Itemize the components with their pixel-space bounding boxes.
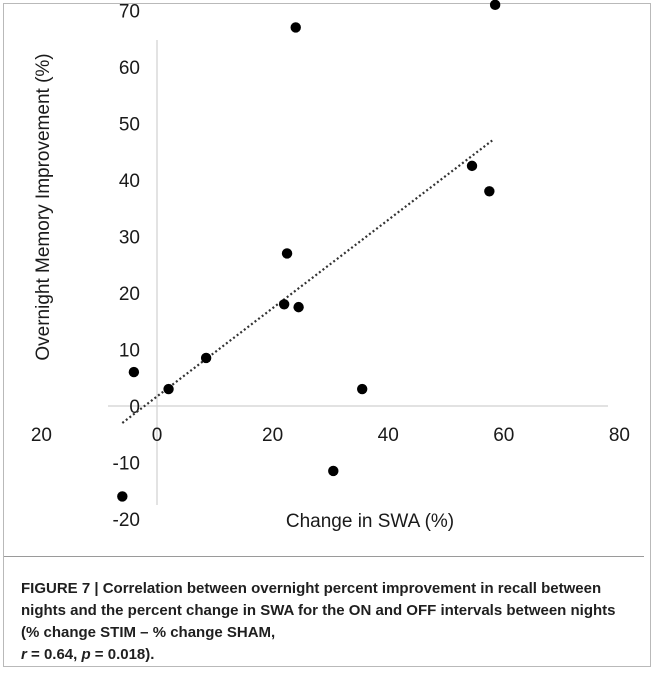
data-point: [293, 301, 304, 313]
axes: [108, 40, 608, 505]
data-point: [484, 186, 495, 197]
caption-p-symbol: p: [81, 646, 91, 663]
y-tick-label: 70: [119, 2, 140, 23]
data-point: [281, 248, 293, 259]
scatter-plot: 2002040608080706050403020100-10-20 Chang…: [31, 0, 630, 532]
y-tick-label: 10: [119, 341, 140, 362]
x-tick-label: 20: [262, 425, 283, 446]
data-point: [163, 383, 174, 395]
y-axis-title: Overnight Memory Improvement (%): [33, 53, 54, 360]
caption-text: FIGURE 7 | Correlation between overnight…: [21, 580, 616, 641]
data-point: [290, 22, 301, 33]
x-tick-label: 80: [609, 425, 630, 446]
data-point: [117, 491, 128, 502]
y-tick-label: -20: [113, 510, 140, 531]
tick-labels: 2002040608080706050403020100-10-20: [31, 2, 630, 532]
y-tick-label: 0: [129, 397, 140, 418]
x-tick-label: 40: [378, 425, 399, 446]
y-tick-label: 30: [119, 228, 140, 249]
y-tick-label: 60: [119, 58, 140, 79]
x-tick-label: 0: [152, 425, 163, 446]
caption-divider: [4, 556, 644, 557]
data-points: [117, 0, 501, 502]
caption-r-symbol: r: [21, 646, 27, 663]
data-point: [328, 465, 339, 477]
y-tick-label: -10: [113, 454, 140, 475]
x-axis-title: Change in SWA (%): [286, 511, 454, 532]
y-tick-label: 50: [119, 115, 140, 136]
x-tick-label: 20: [31, 425, 52, 446]
data-point: [200, 352, 212, 364]
data-point: [128, 366, 140, 378]
data-point: [466, 160, 478, 172]
caption-r-value: = 0.64,: [26, 646, 82, 663]
data-point: [356, 383, 368, 395]
figure-caption: FIGURE 7 | Correlation between overnight…: [21, 578, 636, 666]
y-tick-label: 20: [119, 284, 140, 305]
trend-line: [121, 139, 493, 424]
x-tick-label: 60: [493, 425, 514, 446]
data-point: [489, 0, 501, 11]
y-tick-label: 40: [119, 171, 140, 192]
caption-p-value: = 0.018).: [90, 646, 155, 663]
data-point: [278, 299, 290, 310]
